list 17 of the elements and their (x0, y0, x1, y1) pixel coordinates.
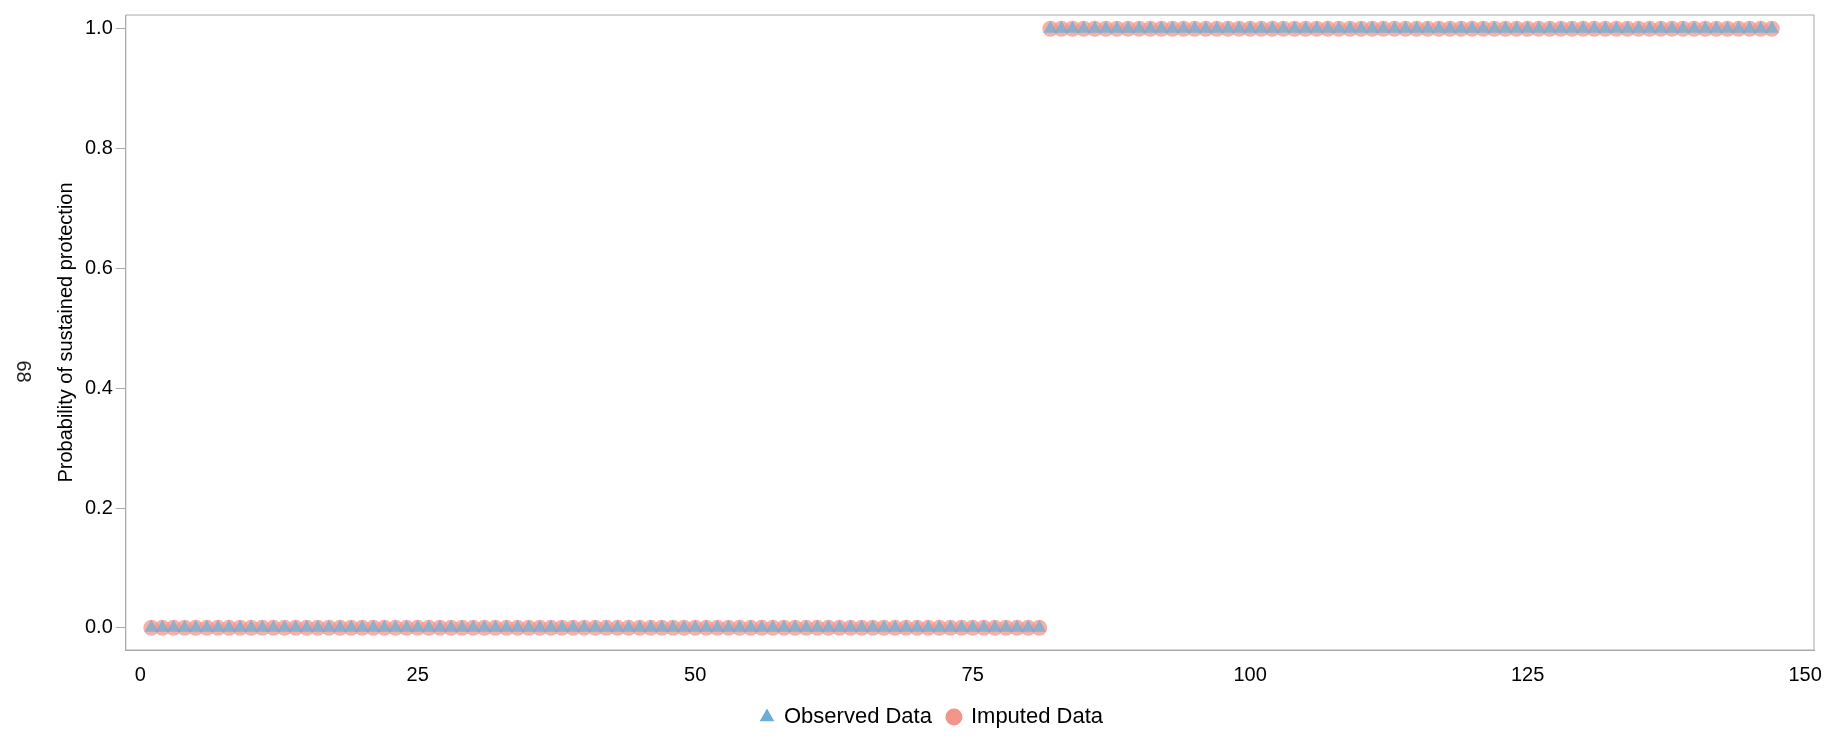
legend-label: Imputed Data (970, 703, 1104, 729)
x-tick-label: 75 (961, 662, 984, 685)
text: 68 (11, 360, 35, 383)
y-tick-label: 0.4 (84, 375, 113, 398)
x-tick-label: 150 (1788, 662, 1822, 685)
y-axis-title: Probability of sustained protection (53, 182, 76, 483)
x-tick-label: 100 (1233, 662, 1267, 685)
y-tick-label: 0.0 (84, 615, 113, 638)
y-tick-label: 0.6 (84, 255, 113, 278)
legend-label: Observed Data (783, 703, 933, 729)
x-tick-label: 0 (134, 662, 146, 685)
y-tick-label: 0.2 (84, 495, 113, 518)
y-tick-label: 0.8 (84, 136, 113, 159)
x-tick-label: 125 (1510, 662, 1545, 685)
y-tick-label: 1.0 (84, 16, 113, 39)
x-tick-label: 50 (684, 662, 707, 685)
x-tick-label: 25 (406, 662, 429, 685)
